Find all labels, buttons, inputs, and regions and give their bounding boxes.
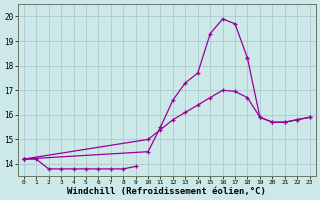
- X-axis label: Windchill (Refroidissement éolien,°C): Windchill (Refroidissement éolien,°C): [67, 187, 266, 196]
